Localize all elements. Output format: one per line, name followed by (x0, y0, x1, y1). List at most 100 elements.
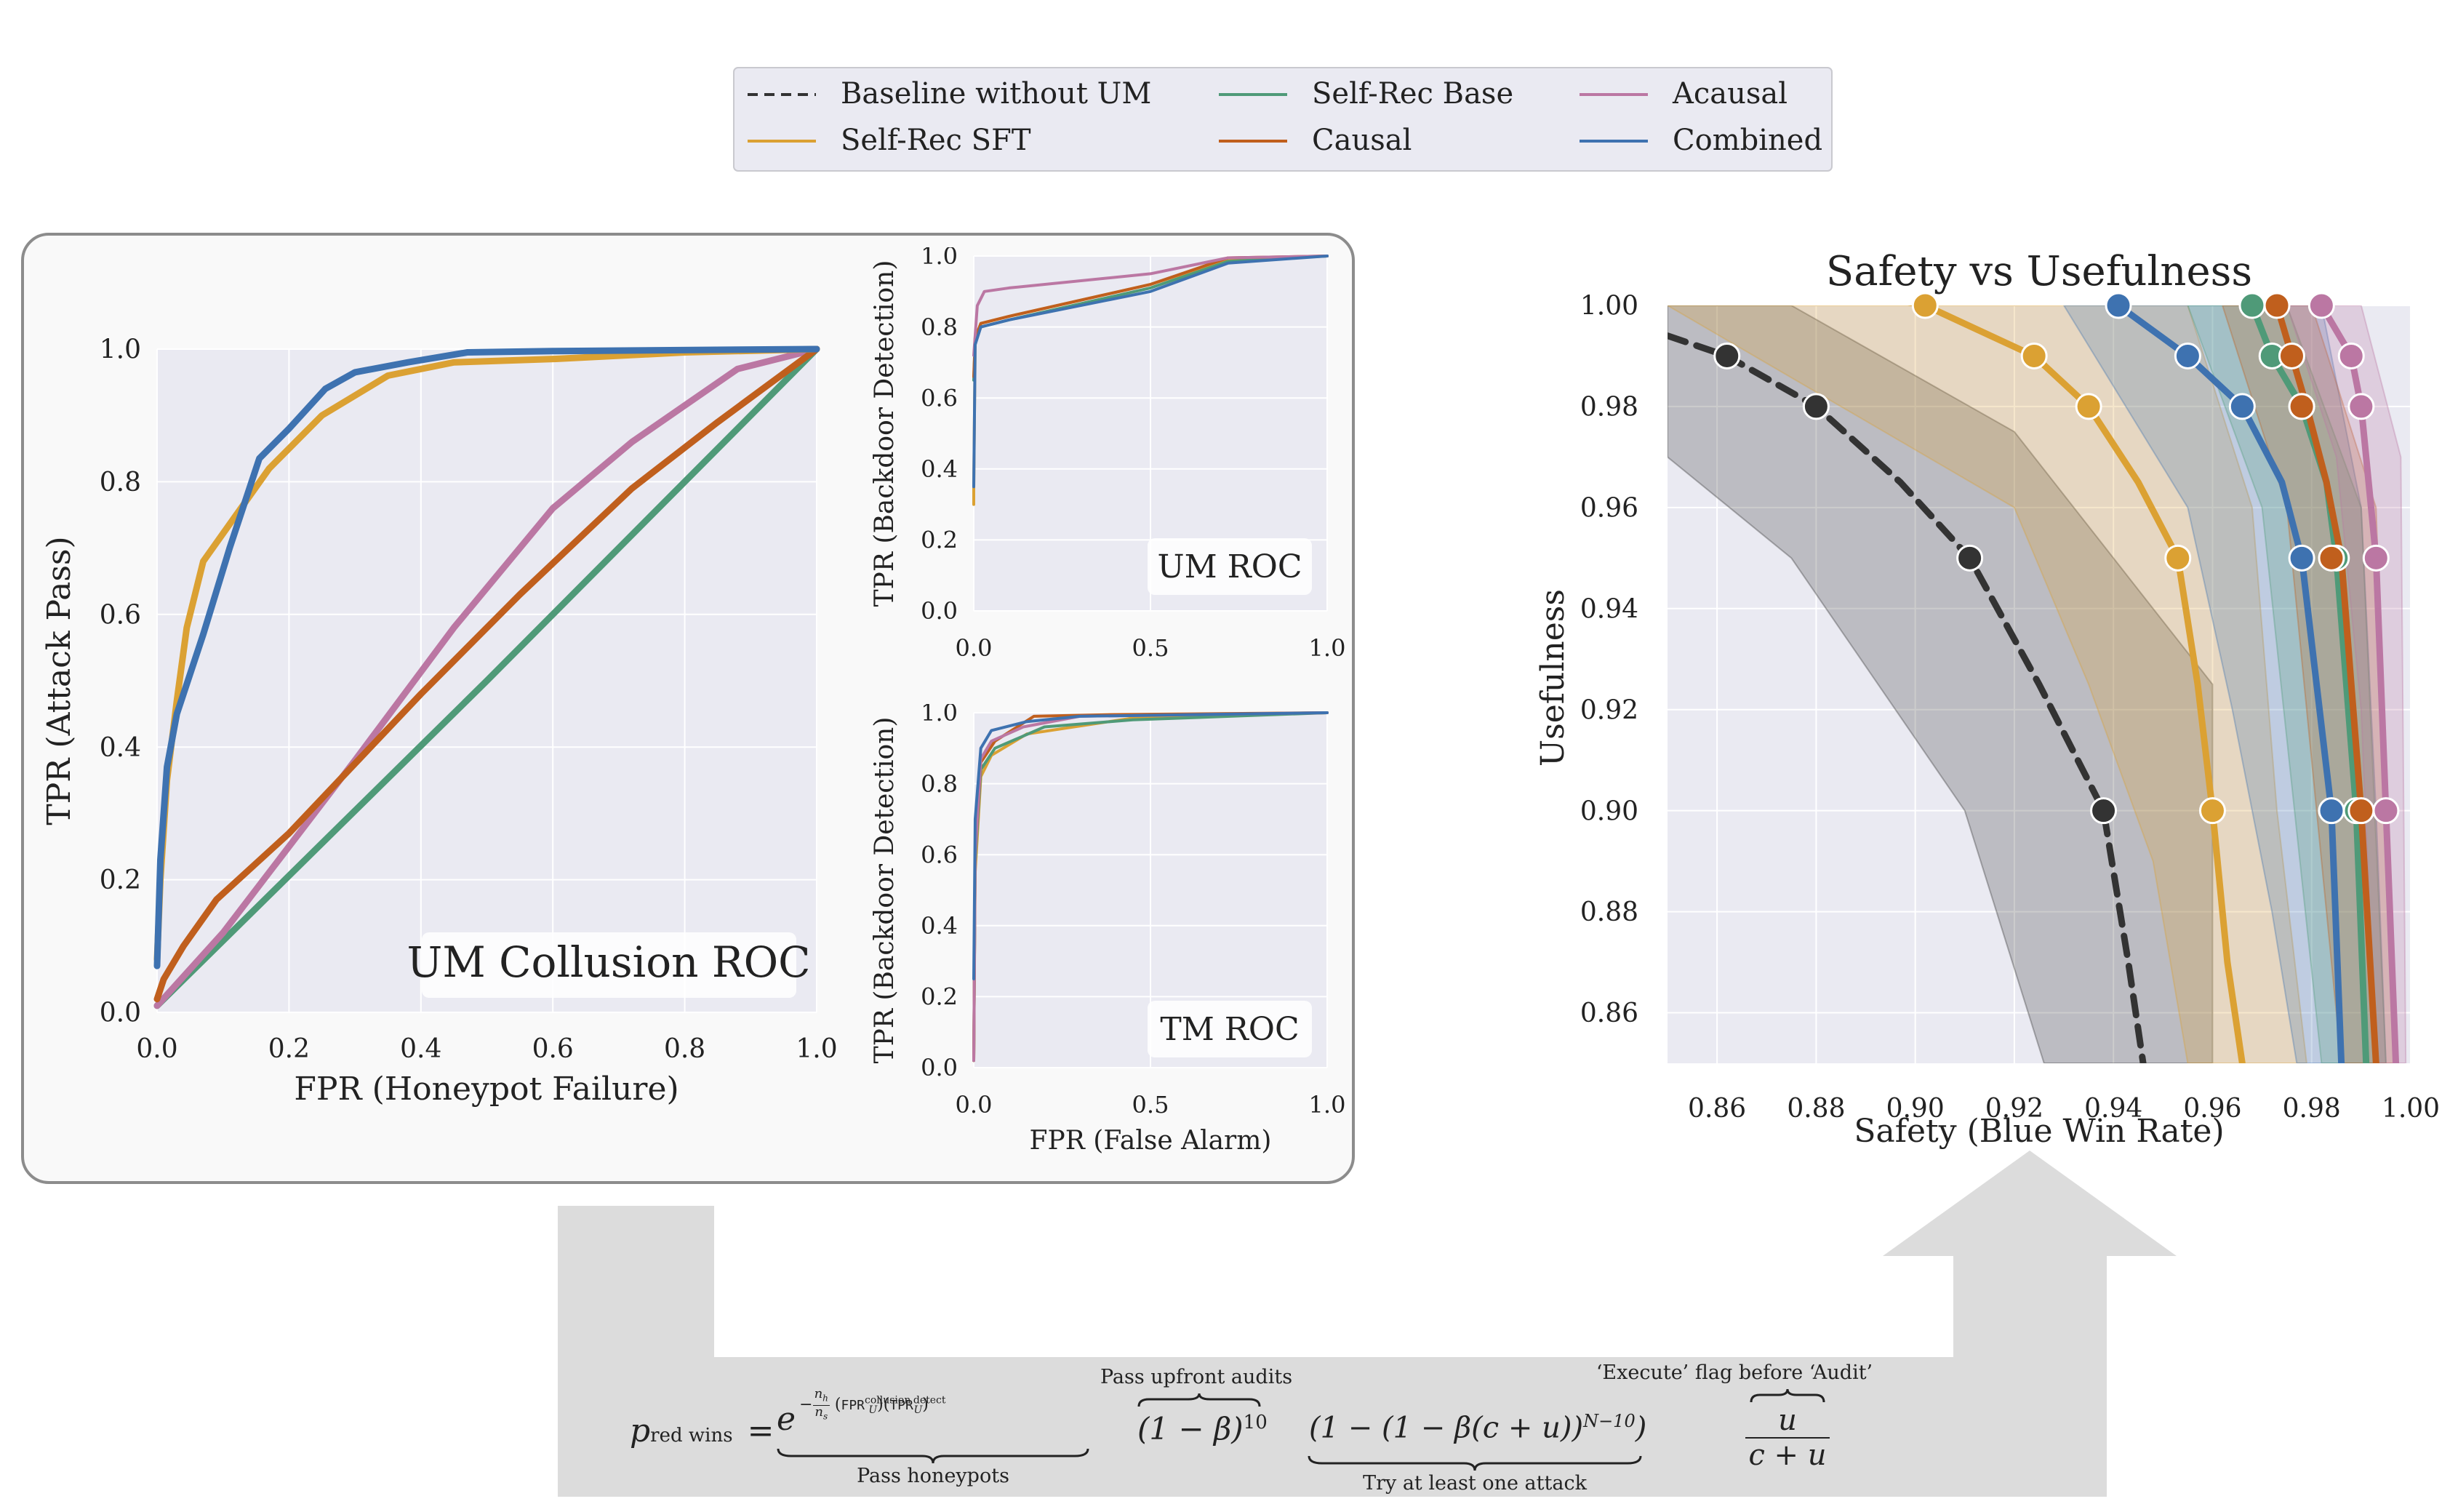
safety-vs-usefulness-chart: 0.86 0.88 0.90 0.92 0.94 0.96 0.98 1.00 0.860.8… (1534, 248, 2440, 1150)
series-line-combined (972, 255, 1329, 489)
band-combined (2062, 305, 2387, 1063)
x-tick-label: 0.6 (532, 1034, 574, 1064)
series-line-combined (153, 345, 820, 969)
legend-label-causal: Causal (1312, 124, 1412, 157)
legend: Baseline without UM Self-Rec SFT Self-Re… (733, 67, 1833, 172)
um-collusion-roc-chart: 0.0 0.2 0.4 0.6 0.8 1.0 0.0 0.2 0.4 0.6 0.8 1.0 UM… (41, 335, 838, 1108)
band-baseline-without-um (1668, 305, 2214, 1063)
marker-self-rec-sft (2198, 797, 2226, 825)
y-tick-labels: 0.0 0.2 0.4 0.6 0.8 1.0 (921, 247, 958, 625)
x-tick-label: 1.0 (1309, 1091, 1346, 1119)
chart-annotation: UM ROC (1158, 548, 1302, 585)
legend-entry-self-rec-base: Self-Rec Base (1219, 77, 1513, 111)
y-tick-label: 0.4 (100, 733, 141, 763)
series-line-self-rec-sft (1907, 305, 2246, 1063)
marker-baseline-without-um (1713, 342, 1741, 369)
series-line-self-rec-base (153, 345, 820, 1009)
x-tick-label: 0.4 (400, 1034, 441, 1064)
formula-equals: = (747, 1412, 774, 1449)
y-tick-labels: 0.0 0.2 0.4 0.6 0.8 1.0 (921, 704, 958, 1081)
series-line-combined (972, 711, 1329, 980)
y-tick-label: 1.00 (1580, 292, 1638, 321)
y-tick-label: 0.8 (921, 770, 958, 798)
term1-frac: nh ns (812, 1385, 830, 1422)
y-tick-label: 0.0 (921, 597, 958, 625)
legend-entry-causal: Causal (1219, 124, 1412, 157)
term3-expr: (1 − (1 − β(c + u))N−10) (1309, 1411, 1647, 1445)
formula-p: p (630, 1412, 651, 1449)
y-tick-label: 0.98 (1580, 393, 1638, 423)
x-axis-label: FPR (Honeypot Failure) (294, 1071, 678, 1108)
x-axis-label: FPR (False Alarm) (1030, 1126, 1272, 1156)
term4-fraction: u c + u (1745, 1404, 1830, 1472)
y-tick-label: 0.8 (100, 468, 141, 497)
series-line-acausal (972, 255, 1329, 357)
band-causal (2222, 305, 2397, 1063)
legend-entry-baseline: Baseline without UM (748, 77, 1151, 111)
x-tick-label: 0.92 (1985, 1094, 2043, 1124)
legend-label-self-rec-base: Self-Rec Base (1312, 77, 1513, 111)
marker-combined (2105, 292, 2132, 319)
marker-causal (2318, 544, 2345, 572)
y-tick-label: 0.6 (921, 841, 958, 868)
x-tick-label: 0.96 (2183, 1094, 2241, 1124)
y-tick-label: 0.8 (921, 313, 958, 341)
x-tick-label: 1.00 (2382, 1094, 2440, 1124)
x-tick-label: 0.86 (1688, 1094, 1746, 1124)
x-tick-labels: 0.0 0.5 1.0 (956, 1091, 1346, 1119)
y-tick-label: 1.0 (100, 335, 141, 365)
marker-acausal (2362, 544, 2390, 572)
chart-annotation: UM Collusion ROC (407, 937, 810, 987)
caption-execute-flag: ‘Execute’ flag before ‘Audit’ (1596, 1361, 1873, 1384)
marker-self-rec-sft (2020, 342, 2048, 369)
y-tick-label: 0.90 (1580, 796, 1638, 826)
annotation-box (422, 932, 796, 998)
term1-exponent: − nh ns (FPRcollusionU)(TPRdetectU) (799, 1385, 946, 1422)
marker-acausal (2347, 393, 2375, 420)
marker-causal (2263, 292, 2291, 319)
y-tick-label: 0.0 (100, 999, 141, 1028)
y-tick-label: 0.6 (921, 384, 958, 412)
legend-label-acausal: Acausal (1672, 77, 1788, 111)
y-tick-label: 0.86 (1580, 999, 1638, 1028)
y-tick-label: 1.0 (921, 247, 958, 270)
series-line-causal (153, 345, 820, 1003)
y-tick-labels: 0.0 0.2 0.4 0.6 0.8 1.0 (100, 335, 141, 1028)
caption-upfront-audits: Pass upfront audits (1100, 1366, 1293, 1388)
legend-label-combined: Combined (1673, 124, 1822, 157)
x-tick-label: 0.2 (268, 1034, 310, 1064)
x-tick-label: 0.0 (956, 634, 993, 662)
marker-self-rec-sft (2164, 544, 2192, 572)
x-axis-label: Safety (Blue Win Rate) (1854, 1113, 2224, 1150)
x-tick-label: 0.98 (2283, 1094, 2341, 1124)
x-tick-labels: 0.86 0.88 0.90 0.92 0.94 0.96 0.98 1.00 (1688, 1094, 2440, 1124)
marker-combined (2228, 393, 2256, 420)
y-tick-label: 0.0 (921, 1054, 958, 1081)
x-tick-label: 0.88 (1787, 1094, 1845, 1124)
legend-label-self-rec-sft: Self-Rec SFT (841, 124, 1031, 157)
y-tick-label: 0.2 (921, 527, 958, 554)
x-tick-label: 0.0 (956, 1091, 993, 1119)
y-axis-label: Usefulness (1534, 589, 1572, 767)
formula-p-sub: red wins (650, 1425, 733, 1447)
y-axis-label: TPR (Attack Pass) (41, 536, 78, 825)
term1-base: e (777, 1401, 796, 1438)
annotation-box (1148, 538, 1312, 595)
caption-honeypots: Pass honeypots (857, 1465, 1009, 1487)
x-tick-label: 0.90 (1886, 1094, 1945, 1124)
legend-entry-acausal: Acausal (1580, 77, 1788, 111)
series-group (972, 711, 1329, 1063)
formula: pred wins = e − nh ns (FPRcollusionU)(TP… (625, 1361, 1876, 1497)
marker-baseline-without-um (2090, 797, 2118, 825)
brace-execute-flag (1750, 1388, 1825, 1403)
x-tick-label: 0.5 (1132, 1091, 1169, 1119)
marker-baseline-without-um (1802, 393, 1830, 420)
marker-acausal (2372, 797, 2400, 825)
marker-combined (2174, 342, 2201, 369)
annotation-box (1148, 1001, 1312, 1057)
x-tick-label: 1.0 (1309, 634, 1346, 662)
x-tick-label: 0.94 (2084, 1094, 2142, 1124)
y-tick-label: 0.88 (1580, 897, 1638, 927)
series-group (153, 345, 820, 1009)
